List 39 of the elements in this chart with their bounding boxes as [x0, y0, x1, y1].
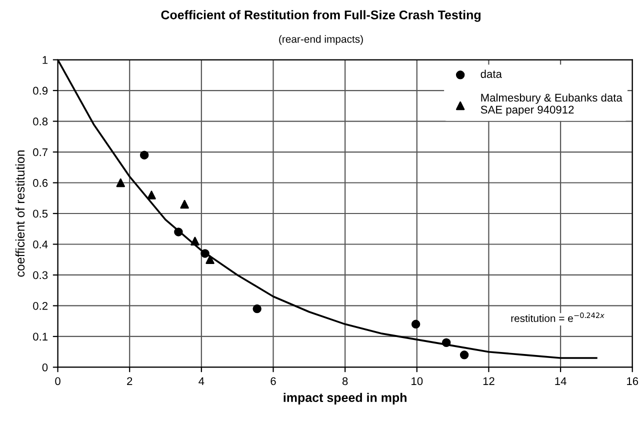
point [200, 249, 210, 258]
chart-title: Coefficient of Restitution from Full-Size Crash Testing [161, 10, 480, 22]
y-tick-label: 0.5 [33, 210, 48, 218]
point [174, 228, 183, 236]
point [442, 338, 451, 347]
x-tick-label: 4 [198, 377, 204, 385]
y-tick-label: 0 [42, 363, 48, 372]
point [190, 236, 200, 246]
x-tick-label: 8 [342, 377, 348, 386]
y-axis-title: coefficient of restitution [15, 150, 25, 277]
point [180, 200, 189, 209]
y-tick-label: 0.6 [33, 179, 48, 187]
y-tick-label: 0.2 [33, 302, 48, 310]
x-axis-title: impact speed in mph [284, 392, 406, 405]
y-tick-label: 1 [42, 56, 48, 64]
point [140, 150, 149, 160]
legend-label: data [480, 70, 502, 78]
x-tick-label: 14 [555, 377, 566, 385]
y-tick-label: 0.4 [33, 240, 48, 248]
point [147, 190, 156, 200]
x-tick-label: 10 [412, 377, 423, 386]
y-tick-label: 0.9 [33, 86, 48, 95]
point [116, 178, 125, 188]
x-tick-label: 0 [55, 377, 60, 386]
y-tick-label: 0.8 [33, 118, 48, 126]
point [411, 320, 420, 329]
legend-label: Malmesbury & Eubanks data SAE paper 940912 [480, 93, 622, 116]
point [252, 304, 262, 314]
x-tick-label: 2 [127, 377, 132, 385]
x-tick-label: 16 [627, 377, 638, 386]
x-tick-label: 6 [270, 377, 276, 386]
x-tick-label: 12 [483, 377, 494, 385]
y-tick-label: 0.1 [33, 332, 48, 341]
annotation: restitution = e$^{−0.242x}$ [511, 312, 604, 322]
y-tick-label: 0.7 [33, 148, 48, 156]
chart-subtitle: (rear-end impacts) [279, 35, 363, 45]
y-tick-label: 0.3 [33, 271, 48, 280]
point [206, 255, 214, 264]
point [460, 350, 469, 360]
